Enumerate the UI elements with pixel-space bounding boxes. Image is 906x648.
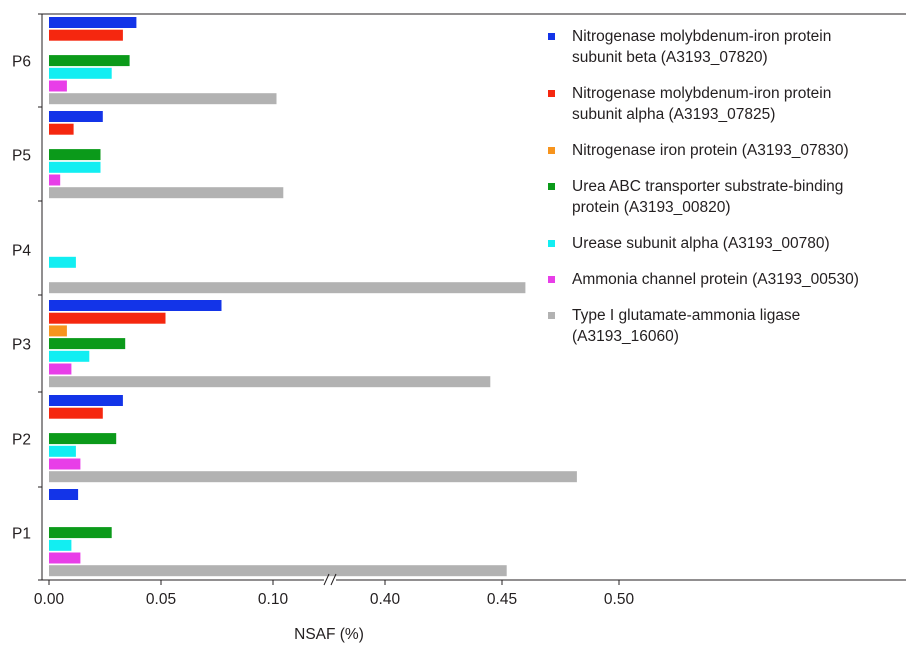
y-tick-label-p5: P5 <box>12 148 31 165</box>
legend-label-4: Urea ABC transporter substrate-binding p… <box>572 178 844 216</box>
axis-break-mark-2 <box>330 573 337 586</box>
y-tick-label-p1: P1 <box>12 526 31 543</box>
x-axis-label: NSAF (%) <box>294 626 364 643</box>
bar-p3-series-5 <box>49 350 90 362</box>
legend-swatch-7 <box>548 312 555 319</box>
y-tick-label-p4: P4 <box>12 243 31 260</box>
bar-p2-series-2 <box>49 407 103 419</box>
y-tick-label-p6: P6 <box>12 54 31 71</box>
bar-p5-series-1 <box>49 111 103 122</box>
bar-p5-series-2 <box>49 123 74 135</box>
axis-break-gap <box>324 577 336 583</box>
x-tick-label-0: 0.00 <box>34 591 65 608</box>
bar-p2-series-5 <box>49 445 76 457</box>
bar-p3-series-6 <box>49 363 72 375</box>
legend-item-6: Ammonia channel protein (A3193_00530) <box>548 269 898 290</box>
bar-p2-series-1 <box>49 395 123 406</box>
bar-p6-series-4 <box>49 55 130 67</box>
bar-p1-series-7 <box>49 565 507 577</box>
x-tick-label-3: 0.40 <box>370 591 401 608</box>
legend-swatch-1 <box>548 33 555 40</box>
bar-p1-series-6 <box>49 552 81 564</box>
legend-label-6: Ammonia channel protein (A3193_00530) <box>572 271 859 288</box>
legend-swatch-6 <box>548 276 555 283</box>
bar-p3-series-7 <box>49 376 491 388</box>
bar-p3-series-4 <box>49 338 126 350</box>
bar-p3-series-3 <box>49 325 67 337</box>
axis-break-mark-1 <box>323 573 330 586</box>
legend-swatch-3 <box>548 147 555 154</box>
bar-p3-series-2 <box>49 312 166 324</box>
legend-item-5: Urease subunit alpha (A3193_00780) <box>548 233 898 254</box>
bar-p2-series-6 <box>49 458 81 470</box>
bar-p5-series-6 <box>49 174 61 186</box>
bar-p4-series-7 <box>49 282 526 294</box>
x-tick-label-2: 0.10 <box>258 591 289 608</box>
bar-p6-series-6 <box>49 80 67 92</box>
x-tick-label-4: 0.45 <box>487 591 517 608</box>
legend-label-1: Nitrogenase molybdenum-iron protein subu… <box>572 28 832 66</box>
bar-p6-series-5 <box>49 67 112 79</box>
legend-item-3: Nitrogenase iron protein (A3193_07830) <box>548 140 898 161</box>
bar-p3-series-1 <box>49 300 222 311</box>
legend-swatch-5 <box>548 240 555 247</box>
legend-swatch-4 <box>548 183 555 190</box>
bar-p5-series-7 <box>49 187 284 199</box>
legend-label-2: Nitrogenase molybdenum-iron protein subu… <box>572 85 832 123</box>
x-tick-label-1: 0.05 <box>146 591 176 608</box>
legend-item-1: Nitrogenase molybdenum-iron protein subu… <box>548 26 898 68</box>
bar-p6-series-7 <box>49 93 277 105</box>
bars-group <box>49 17 577 577</box>
bar-p2-series-7 <box>49 471 577 483</box>
y-tick-label-p3: P3 <box>12 337 31 354</box>
bar-p6-series-2 <box>49 29 123 41</box>
bar-p1-series-1 <box>49 489 79 500</box>
bar-p4-series-5 <box>49 256 76 268</box>
legend-label-5: Urease subunit alpha (A3193_00780) <box>572 235 830 252</box>
legend-label-7: Type I glutamate-ammonia ligase (A3193_1… <box>572 307 801 345</box>
bar-p1-series-5 <box>49 539 72 551</box>
axes-group: P1 P2 P3 P4 P5 P6 0.00 0.05 0.10 0.40 0.45 0.50 <box>12 13 906 608</box>
y-tick-label-p2: P2 <box>12 432 31 449</box>
legend-swatch-2 <box>548 90 555 97</box>
bar-p1-series-4 <box>49 527 112 539</box>
x-tick-label-5: 0.50 <box>604 591 635 608</box>
legend-item-7: Type I glutamate-ammonia ligase (A3193_1… <box>548 305 898 347</box>
bar-p5-series-5 <box>49 161 101 173</box>
legend-item-4: Urea ABC transporter substrate-binding p… <box>548 176 898 218</box>
legend: Nitrogenase molybdenum-iron protein subu… <box>548 26 898 362</box>
legend-label-3: Nitrogenase iron protein (A3193_07830) <box>572 142 849 159</box>
legend-item-2: Nitrogenase molybdenum-iron protein subu… <box>548 83 898 125</box>
bar-p6-series-1 <box>49 17 137 28</box>
bar-p2-series-4 <box>49 433 117 445</box>
bar-p5-series-4 <box>49 149 101 161</box>
